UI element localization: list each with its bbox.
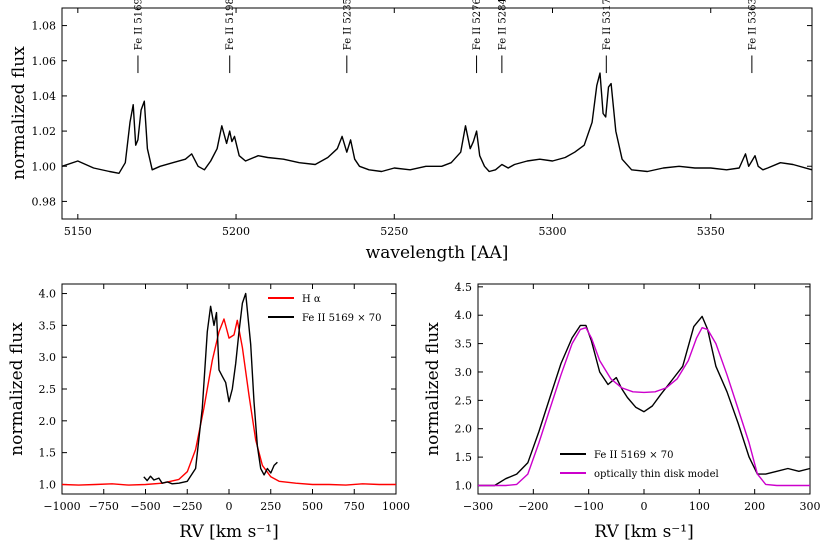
y-tick-label: 2.0 [455,423,473,436]
x-tick-label: 5200 [222,225,250,238]
y-tick-label: 3.0 [455,366,473,379]
x-tick-label: −200 [518,500,548,513]
x-tick-label: 5350 [697,225,725,238]
line-id-label: Fe II 5169 [133,0,144,50]
y-tick-label: 4.0 [455,309,473,322]
y-tick-label: 1.02 [32,125,57,138]
x-tick-label: −300 [463,500,493,513]
x-tick-label: 250 [260,500,281,513]
x-tick-label: 0 [226,500,233,513]
x-axis-label: RV [km s⁻¹] [179,522,278,542]
series-line [61,72,813,175]
y-tick-label: 2.5 [455,394,473,407]
x-tick-label: −250 [172,500,202,513]
legend-label: optically thin disk model [594,469,719,480]
y-tick-label: 1.0 [39,478,57,491]
series-line [478,315,811,487]
legend-label: Fe II 5169 × 70 [302,313,381,324]
x-tick-label: −100 [574,500,604,513]
y-axis-label: normalized flux [7,322,27,456]
y-tick-label: 1.5 [455,451,473,464]
panel-bottom-right-disk-model: RV [km s⁻¹] normalized flux −300 −200 −100… [423,281,821,542]
x-tick-label: 100 [689,500,710,513]
x-tick-label: 200 [744,500,765,513]
line-id-label: Fe II 5198 [225,0,236,50]
y-tick-label: 0.98 [32,195,57,208]
x-tick-label: 500 [302,500,323,513]
y-tick-label: 1.08 [32,20,57,33]
panel-top-spectrum: wavelength [AA] normalized flux 5150 5200… [9,0,813,263]
line-id-label: Fe II 5284 [497,0,508,50]
line-id-label: Fe II 5235 [342,0,353,50]
y-tick-label: 1.5 [39,447,57,460]
plot-frame [61,7,813,220]
y-tick-label: 1.00 [32,160,57,173]
y-tick-label: 4.5 [455,281,473,294]
y-tick-label: 3.5 [455,338,473,351]
x-tick-label: 750 [344,500,365,513]
x-axis-label: RV [km s⁻¹] [594,522,693,542]
x-tick-label: 300 [800,500,821,513]
legend-label: Fe II 5169 × 70 [594,450,673,461]
y-tick-label: 3.5 [39,319,57,332]
line-id-label: Fe II 5363 [747,0,758,50]
x-tick-label: 5150 [64,225,92,238]
series-line [478,327,810,487]
line-id-label: Fe II 5276 [472,0,483,50]
x-tick-label: 0 [641,500,648,513]
series-line [61,318,396,486]
panel-bottom-left-halpha: RV [km s⁻¹] normalized flux −1000 −750 −50… [7,283,410,542]
line-id-label: Fe II 5317 [602,0,613,50]
y-tick-label: 2.5 [39,383,57,396]
y-tick-label: 1.06 [32,55,57,68]
y-axis-label: normalized flux [423,322,443,456]
x-axis-label: wavelength [AA] [366,243,509,263]
x-tick-label: −500 [130,500,160,513]
y-tick-label: 2.0 [39,415,57,428]
y-tick-label: 1.04 [32,90,57,103]
y-axis-label: normalized flux [9,46,29,180]
y-tick-label: 1.0 [455,479,473,492]
x-tick-label: 1000 [382,500,410,513]
x-tick-label: −1000 [43,500,80,513]
x-tick-label: 5250 [380,225,408,238]
x-tick-label: −750 [89,500,119,513]
legend-label: H α [302,294,321,305]
series-line [143,292,278,485]
y-tick-label: 4.0 [39,288,57,301]
y-tick-label: 3.0 [39,351,57,364]
x-tick-label: 5300 [539,225,567,238]
